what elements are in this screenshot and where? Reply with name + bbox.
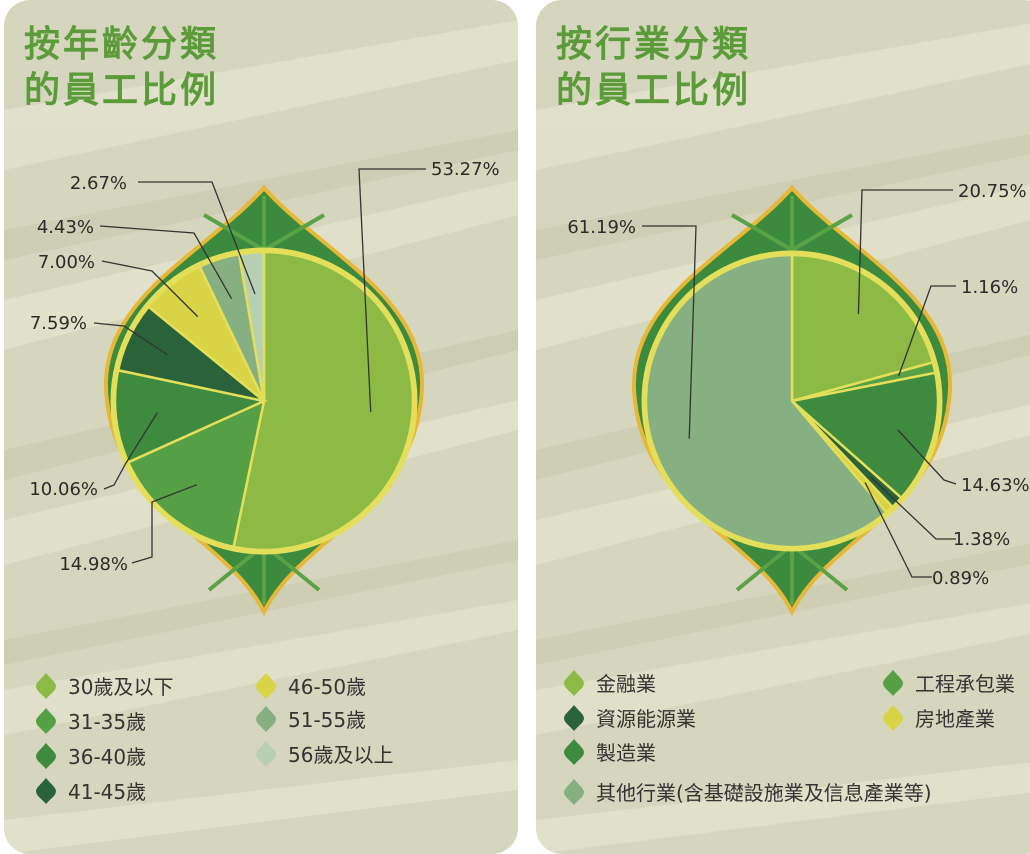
leader-line bbox=[101, 260, 199, 318]
leader-line bbox=[897, 285, 956, 377]
chart-title: 按年齡分類 的員工比例 bbox=[24, 24, 220, 111]
legend-label: 30歲及以下 bbox=[68, 675, 174, 699]
data-label: 61.19% bbox=[567, 217, 636, 238]
legend-label: 36-40歲 bbox=[68, 745, 147, 769]
legend-item: 36-40歲 bbox=[36, 741, 146, 770]
leader-line bbox=[93, 322, 168, 356]
legend-item: 41-45歲 bbox=[36, 776, 146, 805]
age-chart-panel: 按年齡分類 的員工比例 53.27% 14.98% 10.06% 7.59% 7.00%… bbox=[4, 0, 518, 854]
legend-item: 31-35歲 bbox=[36, 706, 146, 735]
leaf-marker-icon bbox=[564, 778, 584, 805]
legend-item: 房地產業 bbox=[883, 703, 995, 732]
legend-label: 56歲及以上 bbox=[288, 743, 394, 767]
age-pie-chart: 53.27% 14.98% 10.06% 7.59% 7.00% 4.43% 2.67% bbox=[29, 159, 500, 617]
leader-line bbox=[864, 482, 932, 578]
legend: 30歲及以下 31-35歲 36-40歲 41-45歲 46-50歲 51-55歲 56歲及… bbox=[4, 0, 518, 854]
legend-item: 資源能源業 bbox=[564, 703, 696, 732]
leader-line bbox=[103, 412, 158, 490]
data-label: 0.89% bbox=[932, 568, 989, 589]
legend-label: 其他行業(含基礎設施業及信息產業等) bbox=[596, 781, 932, 805]
leader-line bbox=[870, 476, 956, 540]
legend-item: 金融業 bbox=[564, 668, 656, 697]
leaf-marker-icon bbox=[36, 672, 56, 699]
pie-outline bbox=[641, 250, 943, 552]
legend: 金融業資源能源業製造業其他行業(含基礎設施業及信息產業等) 工程承包業房地產業 bbox=[536, 0, 1030, 854]
legend-label: 31-35歲 bbox=[68, 710, 147, 734]
leader-line bbox=[358, 168, 426, 413]
legend-label: 51-55歲 bbox=[288, 708, 367, 732]
pie-slice bbox=[789, 371, 940, 500]
leader-line bbox=[897, 429, 957, 485]
legend-label: 製造業 bbox=[596, 741, 656, 765]
data-label: 7.00% bbox=[38, 252, 95, 273]
pie-slice bbox=[126, 398, 266, 549]
leaf-marker-icon bbox=[883, 704, 903, 731]
data-label: 53.27% bbox=[431, 159, 500, 180]
legend-item: 30歲及以下 bbox=[36, 671, 173, 700]
data-label: 1.38% bbox=[953, 529, 1010, 550]
leader-line bbox=[131, 484, 198, 564]
pie-outline bbox=[110, 247, 418, 555]
legend-label: 46-50歲 bbox=[288, 675, 367, 699]
legend-item: 工程承包業 bbox=[883, 668, 1015, 697]
chart-title: 按行業分類 的員工比例 bbox=[556, 24, 752, 111]
leaf-marker-icon bbox=[564, 738, 584, 765]
leaf-marker-icon bbox=[256, 740, 276, 767]
legend-label: 資源能源業 bbox=[596, 707, 696, 731]
data-label: 14.63% bbox=[961, 475, 1030, 496]
leaf-marker-icon bbox=[883, 669, 903, 696]
pie-slice bbox=[644, 253, 889, 549]
leaf-marker-icon bbox=[564, 704, 584, 731]
leader-line bbox=[857, 189, 953, 314]
leader-line bbox=[138, 181, 256, 295]
data-label: 4.43% bbox=[37, 217, 94, 238]
leaf-marker-icon bbox=[36, 707, 56, 734]
industry-pie-chart: 20.75% 1.16% 14.63% 1.38% 0.89% 61.19% bbox=[567, 181, 1030, 617]
pie-slice bbox=[232, 250, 415, 552]
data-label: 14.98% bbox=[59, 554, 128, 575]
data-label: 7.59% bbox=[30, 313, 87, 334]
legend-item: 51-55歲 bbox=[256, 704, 366, 733]
pie-slice bbox=[790, 253, 935, 403]
legend-label: 房地產業 bbox=[915, 707, 995, 731]
data-label: 1.16% bbox=[961, 277, 1018, 298]
legend-label: 41-45歲 bbox=[68, 780, 147, 804]
leaf-marker-icon bbox=[36, 777, 56, 804]
legend-label: 金融業 bbox=[596, 672, 656, 696]
legend-item: 其他行業(含基礎設施業及信息產業等) bbox=[564, 777, 932, 806]
leaf-marker-icon bbox=[256, 672, 276, 699]
leaf-marker-icon bbox=[256, 705, 276, 732]
data-label: 2.67% bbox=[70, 173, 127, 194]
legend-item: 製造業 bbox=[564, 737, 656, 766]
industry-chart-panel: 按行業分類 的員工比例 20.75% 1.16% 14.63% 1.38% 0.89% 6… bbox=[536, 0, 1030, 854]
data-label: 20.75% bbox=[958, 181, 1027, 202]
leader-line bbox=[99, 225, 233, 300]
data-label: 10.06% bbox=[29, 479, 98, 500]
leader-line bbox=[642, 225, 697, 439]
legend-label: 工程承包業 bbox=[915, 672, 1015, 696]
legend-item: 46-50歲 bbox=[256, 671, 366, 700]
leaf-marker-icon bbox=[36, 742, 56, 769]
legend-item: 56歲及以上 bbox=[256, 739, 393, 768]
leaf-marker-icon bbox=[564, 669, 584, 696]
